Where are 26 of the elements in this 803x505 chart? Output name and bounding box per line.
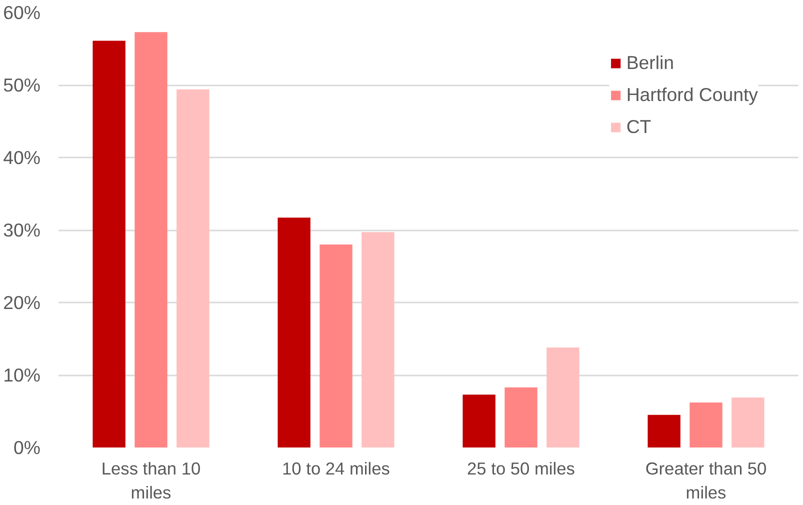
bar (278, 218, 310, 448)
bar (176, 89, 210, 448)
bar (504, 387, 538, 448)
bar (92, 40, 126, 448)
y-tick-label: 40% (3, 147, 41, 168)
bar (134, 32, 168, 448)
y-tick-label: 0% (14, 437, 41, 458)
x-tick-label: 25 to 50 miles (467, 458, 576, 478)
y-tick-label: 20% (3, 292, 41, 313)
y-tick-label: 30% (3, 220, 41, 240)
bar (362, 232, 394, 448)
bar (732, 397, 764, 448)
y-tick-label: 10% (3, 364, 41, 386)
bar (690, 402, 722, 448)
x-tick-label: Greater than 50 miles (645, 458, 767, 502)
legend-label: CT (626, 116, 652, 138)
legend-label: Berlin (626, 52, 674, 74)
x-tick-label: Less than 10 miles (101, 458, 201, 502)
legend-label: Hartford County (626, 84, 758, 106)
y-tick-label: 60% (3, 2, 41, 23)
x-tick-label: 10 to 24 miles (282, 458, 390, 478)
bar (320, 244, 352, 448)
bar (546, 347, 580, 448)
y-tick-label: 50% (3, 74, 41, 96)
bar (462, 394, 496, 448)
bar (648, 414, 680, 448)
